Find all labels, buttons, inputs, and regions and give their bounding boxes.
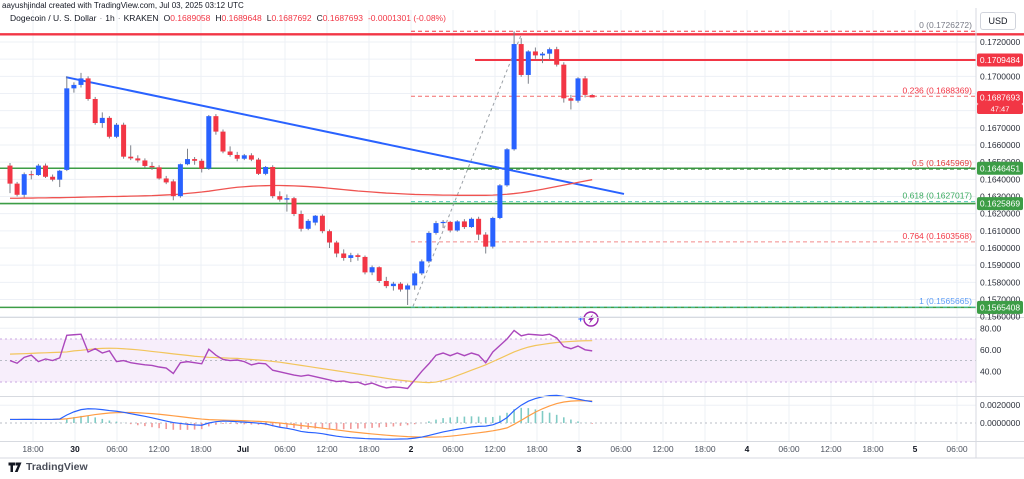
fib-label: 0.618 (0.1627017) <box>903 191 973 201</box>
tradingview-logo-icon <box>8 462 22 472</box>
time-axis-label: Jul <box>237 444 249 454</box>
attribution-note: aayushjindal created with TradingView.co… <box>2 1 244 10</box>
price-axis-label: 0.1660000 <box>980 140 1020 150</box>
symbol-title: Dogecoin / U. S. Dollar <box>10 13 97 23</box>
time-axis-label: 06:00 <box>778 444 800 454</box>
interval-label: 1h <box>105 13 115 23</box>
price-badges: 0.1709484 0.1687693 47:47 0.1646451 0.162586… <box>977 53 1023 314</box>
time-axis-label: 12:00 <box>652 444 674 454</box>
macd-axis-label: 0.0000000 <box>980 418 1020 428</box>
rsi-lines <box>9 329 593 390</box>
flash-circle-icon: + <box>578 311 599 327</box>
countdown-badge: 47:47 <box>991 104 1010 113</box>
time-axis-label: 06:00 <box>610 444 632 454</box>
exchange-label: KRAKEN <box>123 13 159 23</box>
price-badge: 0.1687693 <box>980 92 1020 102</box>
symbol-legend[interactable]: Dogecoin / U. S. Dollar · 1h · KRAKEN O0.1689… <box>10 13 446 23</box>
drawings-layer <box>65 34 625 307</box>
price-axis-label: 0.1590000 <box>980 260 1020 270</box>
fib-label: 1 (0.1565665) <box>919 296 972 306</box>
time-axis-label: 4 <box>745 444 750 454</box>
price-badge: 0.1709484 <box>980 55 1020 65</box>
plus-icon: + <box>578 314 583 324</box>
time-axis-label: 18:00 <box>526 444 548 454</box>
time-axis-label: 12:00 <box>484 444 506 454</box>
rsi-axis-label: 40.00 <box>980 366 1002 376</box>
time-axis-label: 12:00 <box>820 444 842 454</box>
fib-label: 0.764 (0.1603568) <box>903 231 973 241</box>
time-axis-label: 18:00 <box>358 444 380 454</box>
time-axis-label: 18:00 <box>694 444 716 454</box>
high-field: H0.1689648 <box>215 13 262 23</box>
price-axis-label: 0.1700000 <box>980 71 1020 81</box>
rsi-axis-label: 80.00 <box>980 323 1002 333</box>
time-axis-label: 18:00 <box>862 444 884 454</box>
rsi-axis-label: 60.00 <box>980 345 1002 355</box>
time-axis-label: 12:00 <box>148 444 170 454</box>
price-badge: 0.1625869 <box>980 199 1020 209</box>
price-axis-label: 0.1720000 <box>980 37 1020 47</box>
time-axis[interactable]: 18:00 30 06:00 12:00 18:00 Jul 06:00 12:00 18:00… <box>22 444 968 454</box>
macd-layer <box>0 394 976 440</box>
legend-separator: · <box>99 13 103 23</box>
price-axis-label: 0.1560000 <box>980 312 1020 322</box>
fib-label: 0.5 (0.1645969) <box>912 158 972 168</box>
macd-axis-label: 0.0020000 <box>980 400 1020 410</box>
legend-separator: · <box>117 13 121 23</box>
price-axis-label: 0.1600000 <box>980 243 1020 253</box>
open-field: O0.1689058 <box>163 13 211 23</box>
time-axis-label: 06:00 <box>106 444 128 454</box>
tradingview-wordmark: TradingView <box>26 461 88 473</box>
time-axis-label: 06:00 <box>946 444 968 454</box>
time-axis-label: 18:00 <box>190 444 212 454</box>
time-axis-label: 06:00 <box>274 444 296 454</box>
price-axis-label: 0.1670000 <box>980 123 1020 133</box>
close-field: C0.1687693 <box>316 13 363 23</box>
price-axis-label: 0.1620000 <box>980 209 1020 219</box>
price-axis-label: 0.1630000 <box>980 191 1020 201</box>
price-axis-label: 0.1640000 <box>980 174 1020 184</box>
sma-line <box>10 179 593 199</box>
fib-label: 0.236 (0.1688369) <box>903 85 973 95</box>
rsi-band <box>0 338 976 383</box>
time-axis-label: 12:00 <box>316 444 338 454</box>
currency-toggle-button[interactable]: USD <box>980 12 1016 30</box>
time-axis-label: 2 <box>409 444 414 454</box>
change-label: -0.0001301 (-0.08%) <box>367 13 446 23</box>
price-axis-label: 0.1570000 <box>980 295 1020 305</box>
time-axis-label: 18:00 <box>22 444 44 454</box>
time-axis-label: 5 <box>913 444 918 454</box>
time-axis-label: 06:00 <box>442 444 464 454</box>
price-axis-label: 0.1580000 <box>980 277 1020 287</box>
pane-separators <box>0 8 1024 459</box>
tradingview-logo[interactable]: TradingView <box>8 460 88 474</box>
fib-label: 0 (0.1726272) <box>919 20 972 30</box>
price-badge: 0.1565408 <box>980 302 1020 312</box>
candles-layer <box>7 31 595 305</box>
time-axis-label: 3 <box>577 444 582 454</box>
time-axis-label: 30 <box>70 444 80 454</box>
price-badge: 0.1646451 <box>980 163 1020 173</box>
low-field: L0.1687692 <box>266 13 312 23</box>
fib-levels: 0 (0.1726272) 0.236 (0.1688369) 0.5 (0.164… <box>411 20 976 308</box>
price-axis-label: 0.1610000 <box>980 226 1020 236</box>
